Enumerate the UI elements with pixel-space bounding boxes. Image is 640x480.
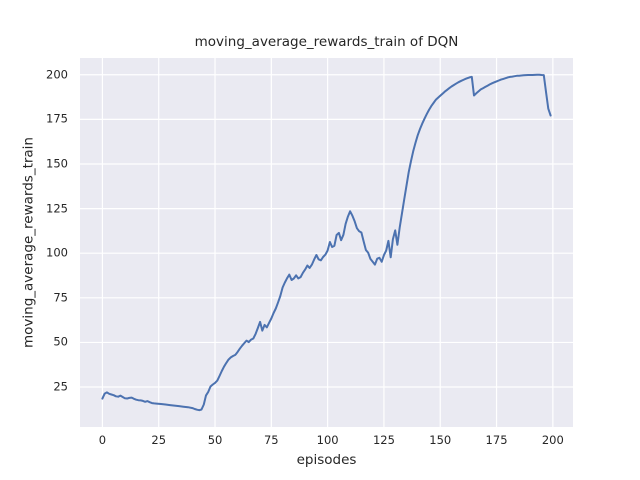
- series-line-moving_average_rewards_train: [101, 73, 552, 412]
- x-tick-label: 75: [263, 433, 279, 447]
- x-tick-label: 175: [485, 433, 508, 447]
- x-tick-label: 0: [98, 433, 107, 447]
- y-tick-label: 100: [46, 245, 68, 260]
- y-tick-label: 175: [46, 111, 68, 126]
- y-tick-label: 75: [53, 290, 68, 305]
- x-tick-label: 200: [541, 433, 564, 447]
- x-tick-label: 125: [372, 433, 395, 447]
- x-tick-label: 150: [429, 433, 452, 447]
- y-tick-label: 25: [53, 379, 68, 394]
- y-tick-label: 200: [46, 67, 68, 82]
- plot-background: [80, 58, 573, 427]
- y-tick-label: 50: [53, 334, 68, 349]
- y-axis-label: moving_average_rewards_train: [20, 137, 37, 349]
- chart-title: moving_average_rewards_train of DQN: [194, 34, 459, 50]
- x-tick-label: 100: [316, 433, 339, 447]
- y-tick-label: 150: [46, 156, 68, 171]
- x-tick-label: 25: [151, 433, 167, 447]
- x-axis-label: episodes: [296, 452, 357, 468]
- y-tick-label: 125: [46, 201, 68, 216]
- x-tick-label: 50: [207, 433, 223, 447]
